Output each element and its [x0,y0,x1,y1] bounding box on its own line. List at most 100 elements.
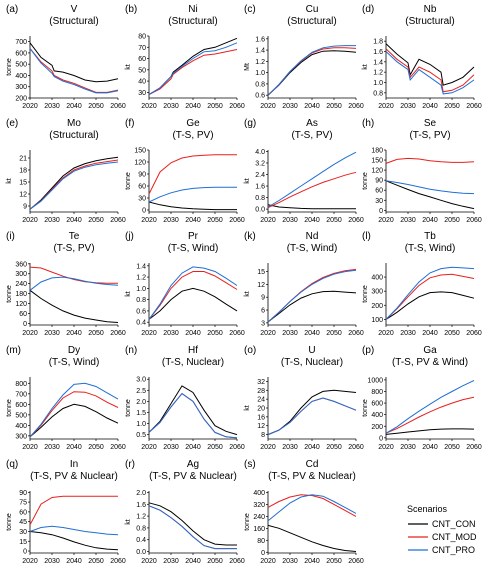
x-tick-label: 2040 [304,330,320,337]
y-tick-label: 0.6 [136,308,146,315]
x-tick-label: 2050 [88,558,104,565]
panel-subtitle: (T-S, Wind) [49,357,100,368]
series-line-cnt-mod [385,273,475,320]
y-tick-label: 1.6 [255,36,265,43]
y-tick-label: 500 [15,412,27,419]
x-tick-label: 2050 [88,330,104,337]
panel-pr: (j) Pr(T-S, Wind) kt 0.4 0.6 0.8 1.0 1.2 1.4 2020… [125,231,245,337]
x-tick-label: 2020 [141,444,157,451]
y-tick-label: 0.4 [136,320,146,327]
x-tick-label: 2040 [66,330,82,337]
y-tick-label: 21 [19,156,27,163]
series-line-cnt-con [29,42,119,83]
panel-ga: (p) Ga(T-S, PV & Wind) tonne 0 200 400 600 800 1… [362,345,482,451]
y-tick-label: 1.4 [255,48,265,55]
panel-tag: (c) [244,4,256,15]
panel-tag: (f) [125,118,134,129]
series-line-cnt-mod [148,154,237,195]
y-tick-label: 9 [261,295,265,302]
y-tick-label: 200 [15,96,27,103]
x-tick-label: 2030 [282,558,298,565]
series-line-cnt-con [267,50,357,96]
panel-title: Tb [424,231,436,242]
y-tick-label: 0.8 [136,525,146,532]
y-tick-label: 1.2 [373,70,383,77]
y-tick-label: 1.6 [255,184,265,191]
panel-tag: (h) [362,118,374,129]
y-axis-label: kt [125,291,132,297]
panel-subtitle: (T-S, Nuclear) [281,357,343,368]
panel-title: Cu [306,4,319,15]
x-tick-label: 2050 [326,217,342,224]
y-axis-label: kt [362,64,369,70]
y-tick-label: 15 [19,180,27,187]
panel-title: Ag [187,459,199,470]
y-tick-label: 1.0 [136,421,146,428]
x-tick-label: 2020 [378,330,394,337]
x-tick-label: 2050 [326,558,342,565]
x-tick-label: 2030 [400,330,416,337]
y-tick-label: 30 [138,196,146,203]
panel-te: (i) Te(T-S, PV) tonne 0 60 120 180 240 300 360 202… [6,231,126,337]
x-tick-label: 2060 [229,444,245,451]
panel-ni: (b) Ni(Structural) kt 30 40 50 60 70 80 2020 2030 2… [125,4,245,110]
y-tick-label: 0.0 [136,549,146,556]
series-line-cnt-mod [148,49,238,96]
series-line-cnt-pro [29,48,119,94]
y-tick-label: 800 [15,381,27,388]
x-tick-label: 2040 [422,103,438,110]
panel-in: (q) In(T-S, PV & Nuclear) tonne 0 15 30 45 60 75… [6,459,126,565]
panel-tag: (d) [362,4,374,15]
y-tick-label: 0 [261,550,265,557]
y-tick-label: 360 [15,261,27,268]
y-tick-label: 30 [138,90,146,97]
series-line-cnt-con [29,403,119,438]
y-tick-label: 24 [257,397,265,404]
y-tick-label: 240 [253,514,265,521]
panel-subtitle: (Structural) [49,16,98,27]
y-tick-label: 18 [19,168,27,175]
x-tick-label: 2030 [400,217,416,224]
panel-tag: (i) [6,231,15,242]
x-tick-label: 2060 [348,558,364,565]
x-tick-label: 2020 [260,103,276,110]
panel-title: Te [69,231,80,242]
x-tick-label: 2060 [229,217,245,224]
y-tick-label: 0.4 [136,537,146,544]
y-tick-label: 20 [257,406,265,413]
y-tick-label: 8 [261,432,265,439]
panel-title: V [71,4,78,15]
y-tick-label: 300 [15,84,27,91]
y-tick-label: 400 [371,412,383,419]
series-line-cnt-mod [29,266,119,284]
y-tick-label: 120 [371,168,383,175]
y-tick-label: 32 [257,379,265,386]
y-axis-label: tonne [125,172,132,190]
y-tick-label: 2.0 [136,490,146,497]
panel-tag: (m) [6,345,21,356]
x-tick-label: 2050 [444,444,460,451]
y-axis-label: kt [244,178,251,184]
y-tick-label: 1.2 [136,275,146,282]
panel-ge: (f) Ge(T-S, PV) tonne 0 30 60 90 120 150 2020 2030… [125,118,245,224]
series-line-cnt-pro [29,161,119,210]
series-line-cnt-pro [29,276,119,291]
x-tick-label: 2030 [163,103,179,110]
y-tick-label: 300 [15,433,27,440]
y-tick-label: 300 [15,271,27,278]
legend-item-label: CNT_PRO [432,545,475,555]
x-tick-label: 2020 [260,444,276,451]
x-tick-label: 2060 [466,444,482,451]
panel-title: Ge [186,118,200,129]
x-tick-label: 2060 [229,103,245,110]
y-tick-label: 3.0 [136,377,146,384]
y-tick-label: 2.5 [136,388,146,395]
x-tick-label: 2050 [88,444,104,451]
x-tick-label: 2060 [348,444,364,451]
y-tick-label: 0.6 [255,93,265,100]
panel-ag: (r) Ag(T-S, PV & Nuclear) kt 0.0 0.4 0.8 1.2 1.… [125,459,245,565]
series-line-cnt-pro [267,269,357,323]
y-tick-label: 1.2 [255,59,265,66]
y-tick-label: 0.8 [136,297,146,304]
